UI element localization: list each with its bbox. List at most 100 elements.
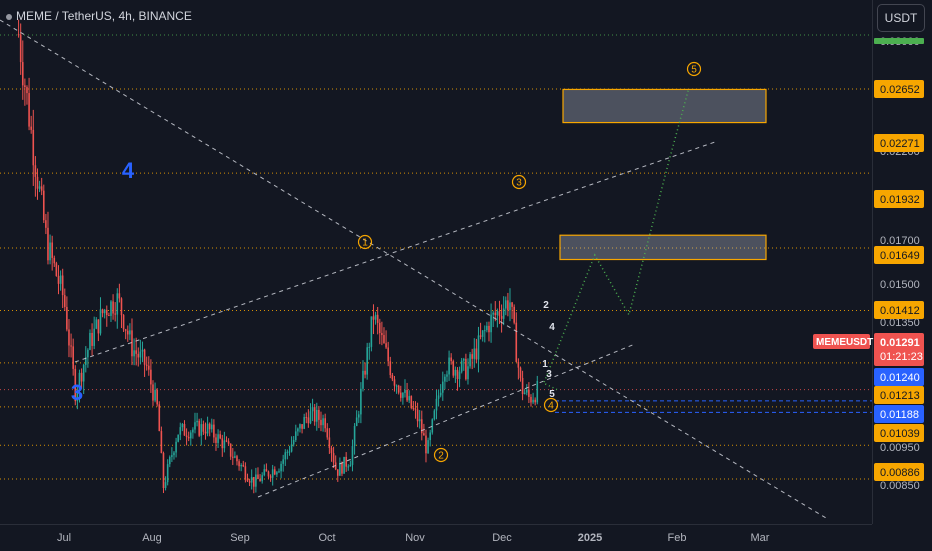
target-zone[interactable] <box>559 234 767 261</box>
candle-body <box>24 85 26 88</box>
candle-body <box>370 316 373 347</box>
candle-body <box>343 456 345 474</box>
candle-body <box>196 420 198 423</box>
candle-body <box>74 368 77 402</box>
trend-line <box>74 141 716 363</box>
candle-body <box>34 165 37 177</box>
candle-body <box>399 392 402 398</box>
candle-body <box>456 369 459 380</box>
candle-body <box>164 482 167 489</box>
candle-body <box>120 298 123 316</box>
candle-body <box>215 437 217 443</box>
candle-body <box>297 428 299 432</box>
symbol-title[interactable]: MEME / TetherUS, 4h, BINANCE <box>6 9 192 23</box>
circled-wave-1: 1 <box>362 238 368 249</box>
candle-body <box>66 306 68 330</box>
candle-body <box>339 462 341 476</box>
candle-body <box>496 311 499 316</box>
candle-body <box>51 242 53 258</box>
candle-body <box>387 347 389 362</box>
candle-body <box>341 462 343 474</box>
candle-body <box>469 354 471 367</box>
candle-body <box>320 419 322 426</box>
candle-body <box>448 357 450 375</box>
target-zone[interactable] <box>562 88 767 124</box>
candle-body <box>418 419 421 422</box>
candle-body <box>68 329 70 346</box>
candle-body <box>385 343 387 348</box>
candle-body <box>227 441 230 444</box>
candle-body <box>255 474 257 487</box>
candle-body <box>238 461 240 467</box>
candle-body <box>349 464 352 467</box>
candle-body <box>376 314 379 323</box>
candle-body <box>303 417 305 429</box>
wave-circle <box>543 397 559 413</box>
trend-line <box>257 343 636 498</box>
candle-body <box>502 308 505 319</box>
candle-body <box>82 364 85 382</box>
candle-body <box>322 418 324 426</box>
candle-body <box>154 389 156 401</box>
small-wave-5: 5 <box>549 389 555 400</box>
candle-body <box>454 369 457 376</box>
candle-body <box>19 34 22 63</box>
price-axis[interactable] <box>872 0 932 524</box>
candle-body <box>357 414 360 418</box>
candle-body <box>198 420 200 436</box>
candle-body <box>103 309 106 314</box>
candle-body <box>204 431 207 434</box>
candle-body <box>473 348 476 359</box>
candle-body <box>202 424 205 432</box>
candle-body <box>126 330 129 335</box>
candle-body <box>137 353 140 358</box>
candle-body <box>259 478 261 482</box>
candle-body <box>309 411 312 424</box>
candle-body <box>479 335 482 337</box>
circled-wave-4: 4 <box>548 401 554 412</box>
currency-button[interactable]: USDT <box>877 4 925 32</box>
candle-body <box>47 227 49 261</box>
candle-body <box>517 361 520 368</box>
candle-body <box>210 424 213 430</box>
candle-body <box>252 476 255 487</box>
candle-body <box>521 377 524 394</box>
circled-wave-2: 2 <box>438 451 444 462</box>
candle-body <box>122 315 125 330</box>
candle-body <box>133 350 135 357</box>
candle-body <box>429 432 431 441</box>
candle-body <box>269 476 272 478</box>
candle-body <box>372 316 375 320</box>
candle-body <box>118 293 121 299</box>
candle-body <box>328 437 331 449</box>
candle-body <box>97 319 100 334</box>
candle-body <box>525 389 528 393</box>
candle-body <box>99 309 102 334</box>
candle-body <box>423 433 425 436</box>
candle-body <box>244 466 247 479</box>
time-axis[interactable] <box>0 524 872 551</box>
candle-body <box>61 275 64 296</box>
candle-body <box>70 345 72 347</box>
circled-wave-5: 5 <box>691 65 697 76</box>
candle-body <box>528 389 530 397</box>
candle-body <box>483 330 486 332</box>
candle-body <box>284 452 287 460</box>
candle-body <box>105 309 108 316</box>
candle-body <box>131 330 133 357</box>
candle-body <box>408 396 410 401</box>
candle-body <box>507 300 509 311</box>
candle-body <box>213 424 215 438</box>
candle-body <box>135 350 137 354</box>
candle-body <box>45 220 47 228</box>
candle-body <box>294 431 297 441</box>
candle-body <box>166 464 169 483</box>
candle-body <box>139 351 142 358</box>
candle-body <box>446 374 448 377</box>
candle-body <box>30 126 32 130</box>
candle-body <box>486 325 488 331</box>
candle-body <box>89 332 91 350</box>
candle-body <box>318 409 320 420</box>
candle-body <box>242 464 245 467</box>
